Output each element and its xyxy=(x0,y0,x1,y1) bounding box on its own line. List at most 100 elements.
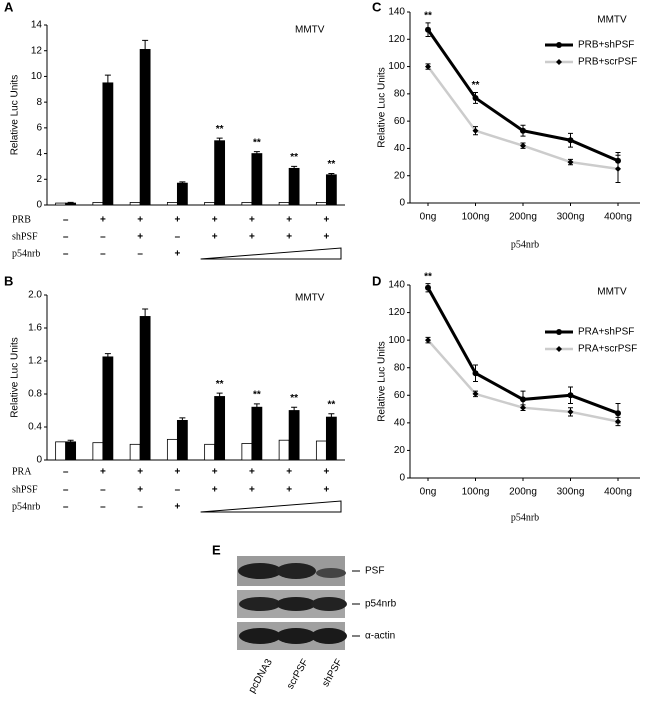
legend-label: PRB+scrPSF xyxy=(578,57,637,68)
y-tick-label: 20 xyxy=(394,445,406,456)
marker xyxy=(472,370,479,377)
error-bar xyxy=(216,392,223,400)
error-bar xyxy=(253,403,260,411)
y-tick-label: 120 xyxy=(388,34,405,45)
condition-mark: – xyxy=(175,485,181,496)
band xyxy=(239,628,281,644)
significance: ** xyxy=(216,379,224,390)
y-tick-label: 1.2 xyxy=(28,356,42,367)
error-bar xyxy=(104,74,111,91)
condition-label: shPSF xyxy=(12,231,38,242)
error-bar xyxy=(67,201,74,204)
error-bar xyxy=(104,353,111,361)
y-tick-label: 20 xyxy=(394,170,406,181)
significance: ** xyxy=(290,152,298,163)
bar xyxy=(204,202,216,206)
condition-mark: – xyxy=(63,232,69,243)
condition-mark: + xyxy=(323,232,329,243)
y-tick-label: 0 xyxy=(36,200,42,211)
significance: ** xyxy=(424,271,432,282)
significance: ** xyxy=(424,11,432,22)
condition-mark: + xyxy=(323,485,329,496)
bar xyxy=(55,202,67,206)
condition-label: p54nrb xyxy=(12,501,40,512)
legend-label: PRB+shPSF xyxy=(578,40,634,51)
panel-label: C xyxy=(372,0,382,14)
y-tick-label: 100 xyxy=(388,61,405,72)
bar xyxy=(176,419,188,461)
marker xyxy=(520,127,526,134)
legend-label: PRA+scrPSF xyxy=(578,344,637,355)
condition-mark: + xyxy=(249,232,255,243)
condition-mark: – xyxy=(175,232,181,243)
marker xyxy=(567,408,574,415)
bar xyxy=(315,202,327,206)
significance: ** xyxy=(327,159,335,170)
bar xyxy=(204,443,216,461)
bar xyxy=(214,140,226,206)
condition-mark: – xyxy=(137,502,143,513)
bar xyxy=(288,167,300,206)
bar xyxy=(241,202,253,206)
panel-label: B xyxy=(4,273,13,288)
condition-mark: + xyxy=(323,467,329,478)
x-tick-label: 200ng xyxy=(509,212,537,223)
x-tick-label: 0ng xyxy=(420,212,437,223)
y-tick-label: 60 xyxy=(394,390,406,401)
condition-mark: + xyxy=(212,485,218,496)
x-tick-label: 300ng xyxy=(557,487,585,498)
bar xyxy=(315,440,327,461)
lane-label: pcDNA3 xyxy=(247,657,275,695)
error-bar xyxy=(142,308,149,324)
y-tick-label: 140 xyxy=(388,7,405,18)
titration-wedge xyxy=(200,247,342,260)
condition-mark: + xyxy=(249,467,255,478)
condition-label: PRA xyxy=(12,466,32,477)
condition-mark: – xyxy=(63,485,69,496)
panel-label: D xyxy=(372,273,381,288)
bar xyxy=(325,416,337,461)
error-bar xyxy=(67,439,74,444)
condition-mark: + xyxy=(286,215,292,226)
annotation: MMTV xyxy=(597,15,627,26)
band xyxy=(276,628,316,644)
bar xyxy=(92,442,104,461)
condition-mark: + xyxy=(286,467,292,478)
marker xyxy=(425,26,431,33)
bar xyxy=(176,182,188,206)
bar xyxy=(166,202,178,206)
marker xyxy=(615,157,621,164)
x-axis-label: p54nrb xyxy=(511,512,539,523)
condition-mark: – xyxy=(63,502,69,513)
y-axis-label: Relative Luc Units xyxy=(10,75,21,156)
bar xyxy=(55,441,67,461)
titration-wedge xyxy=(200,500,342,513)
bar xyxy=(251,406,263,461)
band xyxy=(276,563,316,579)
condition-label: PRB xyxy=(12,214,31,225)
band xyxy=(316,568,346,578)
y-axis-label: Relative Luc Units xyxy=(10,337,21,418)
x-tick-label: 400ng xyxy=(604,212,632,223)
error-bar xyxy=(253,151,260,156)
y-tick-label: 120 xyxy=(388,307,405,318)
condition-label: shPSF xyxy=(12,484,38,495)
condition-mark: – xyxy=(63,249,69,260)
bar xyxy=(278,439,290,461)
x-tick-label: 0ng xyxy=(420,487,437,498)
condition-mark: + xyxy=(100,215,106,226)
condition-mark: – xyxy=(100,232,106,243)
y-tick-label: 2 xyxy=(36,174,42,185)
condition-mark: + xyxy=(137,485,143,496)
condition-mark: + xyxy=(137,467,143,478)
y-tick-label: 40 xyxy=(394,143,406,154)
significance: ** xyxy=(290,393,298,404)
significance: ** xyxy=(253,390,261,401)
marker xyxy=(567,137,574,144)
error-bar xyxy=(179,417,186,423)
condition-mark: – xyxy=(63,467,69,478)
annotation: MMTV xyxy=(295,25,325,36)
legend-marker xyxy=(556,346,562,352)
condition-mark: – xyxy=(63,215,69,226)
panel-label: A xyxy=(4,0,14,14)
